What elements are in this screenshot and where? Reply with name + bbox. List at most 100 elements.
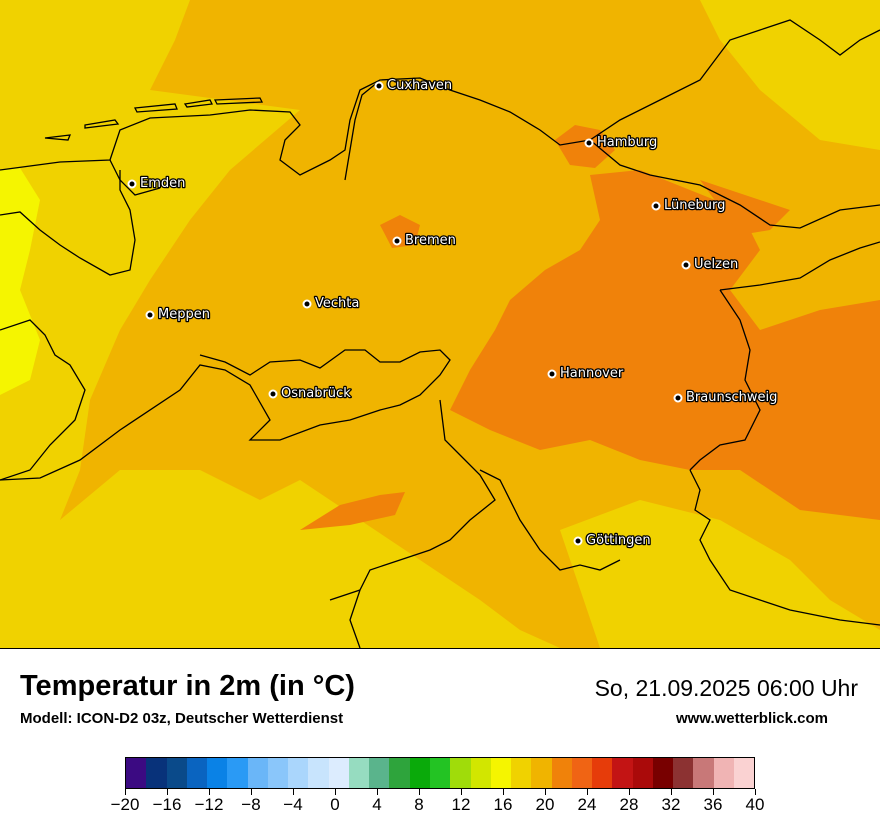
city-label: Braunschweig: [686, 390, 777, 405]
city-dot: [392, 236, 402, 246]
city-dot: [547, 369, 557, 379]
border-state-south: [0, 349, 451, 481]
colorbar-tick: [461, 789, 462, 795]
city-emden: Emden: [127, 175, 187, 192]
city-dot: [584, 138, 594, 148]
city-dot: [127, 179, 137, 189]
colorbar-segment: [369, 758, 390, 788]
city-label: Meppen: [158, 307, 210, 322]
border-sachsen-anhalt: [689, 289, 761, 471]
colorbar-tick: [671, 789, 672, 795]
colorbar-tick: [125, 789, 126, 795]
colorbar-tick-label: 16: [493, 795, 513, 814]
temperature-area-warm-streak: [300, 492, 405, 530]
colorbar-tick: [629, 789, 630, 795]
city-dot: [573, 536, 583, 546]
city-label: Vechta: [315, 296, 359, 311]
colorbar-segment: [166, 758, 187, 788]
colorbar-tick: [503, 789, 504, 795]
colorbar-segment: [288, 758, 309, 788]
border-nl-south: [0, 319, 86, 481]
colorbar-tick: [293, 789, 294, 795]
city-uelzen: Uelzen: [681, 256, 739, 273]
city-goettingen: Göttingen: [573, 532, 652, 549]
colorbar-tick: [755, 789, 756, 795]
temperature-area-warm-hamburg: [555, 125, 615, 168]
colorbar-segment: [713, 758, 734, 788]
temperature-area-warm-central: [450, 170, 880, 520]
colorbar-segment: [490, 758, 512, 788]
temperature-area-cool-south: [0, 470, 560, 648]
colorbar-tick-label: −8: [241, 795, 261, 814]
islands-4: [213, 97, 264, 105]
temperature-area-coldest-west: [0, 168, 40, 395]
colorbar-tick: [167, 789, 168, 795]
city-hannover: Hannover: [547, 365, 625, 382]
colorbar-tick-label: −20: [110, 795, 140, 814]
city-label: Bremen: [405, 233, 456, 248]
colorbar-segment: [409, 758, 430, 788]
colorbar-segment: [652, 758, 674, 788]
colorbar-tick-label: 12: [451, 795, 471, 814]
city-cuxhaven: Cuxhaven: [374, 77, 453, 94]
colorbar-segment: [551, 758, 572, 788]
ems-estuary: [109, 159, 161, 196]
colorbar-segment: [227, 758, 248, 788]
model-subtitle: Modell: ICON-D2 03z, Deutscher Wetterdie…: [20, 710, 344, 727]
colorbar-segment: [207, 758, 228, 788]
coastline-and-borders: [0, 19, 880, 648]
city-bremen: Bremen: [392, 232, 457, 249]
city-vechta: Vechta: [302, 295, 361, 312]
city-label: Hamburg: [597, 135, 657, 150]
colorbar-segment: [247, 758, 268, 788]
website-credit: www.wetterblick.com: [676, 710, 828, 727]
coastline-north: [0, 77, 591, 176]
colorbar-segment: [126, 758, 147, 788]
islands-2: [133, 103, 178, 113]
colorbar-segment: [146, 758, 167, 788]
city-label: Lüneburg: [664, 198, 725, 213]
city-dot: [145, 310, 155, 320]
colorbar-tick-label: −12: [194, 795, 224, 814]
border-south-west: [329, 589, 361, 601]
colorbar-tick-label: −16: [152, 795, 182, 814]
city-dot: [374, 81, 384, 91]
colorbar-tick-label: −4: [283, 795, 303, 814]
colorbar-segment: [571, 758, 593, 788]
colorbar-segment: [693, 758, 714, 788]
colorbar-tick-label: 24: [577, 795, 597, 814]
colorbar-tick-label: 4: [372, 795, 382, 814]
colorbar-segment: [632, 758, 653, 788]
border-brandenburg: [719, 241, 880, 291]
border-mv: [589, 19, 880, 141]
colorbar-tick-label: 36: [703, 795, 723, 814]
border-hamburg: [589, 139, 880, 229]
city-dot: [302, 299, 312, 309]
colorbar-segment: [429, 758, 451, 788]
colorbar-tick: [377, 789, 378, 795]
colorbar-segment: [450, 758, 471, 788]
colorbar-tick-label: 28: [619, 795, 639, 814]
colorbar-tick: [419, 789, 420, 795]
colorbar-segment: [186, 758, 208, 788]
city-label: Hannover: [560, 366, 624, 381]
colorbar-segment: [673, 758, 694, 788]
colorbar-tick-label: 32: [661, 795, 681, 814]
temperature-map: Cuxhaven Hamburg Emden Lüneburg Bremen U…: [0, 0, 880, 649]
city-lueneburg: Lüneburg: [651, 197, 727, 214]
colorbar-segment: [511, 758, 532, 788]
islands-1: [84, 119, 120, 129]
temperature-colorbar: [125, 757, 755, 789]
colorbar-tick: [713, 789, 714, 795]
colorbar-tick: [251, 789, 252, 795]
colorbar-tick: [545, 789, 546, 795]
city-label: Osnabrück: [281, 386, 351, 401]
city-label: Cuxhaven: [387, 78, 452, 93]
colorbar-segment: [328, 758, 349, 788]
islands-3: [183, 99, 213, 108]
city-markers: Cuxhaven Hamburg Emden Lüneburg Bremen U…: [127, 77, 779, 549]
colorbar-tick: [209, 789, 210, 795]
islands-5: [44, 134, 72, 141]
colorbar-segment: [531, 758, 552, 788]
colorbar-segment: [592, 758, 613, 788]
